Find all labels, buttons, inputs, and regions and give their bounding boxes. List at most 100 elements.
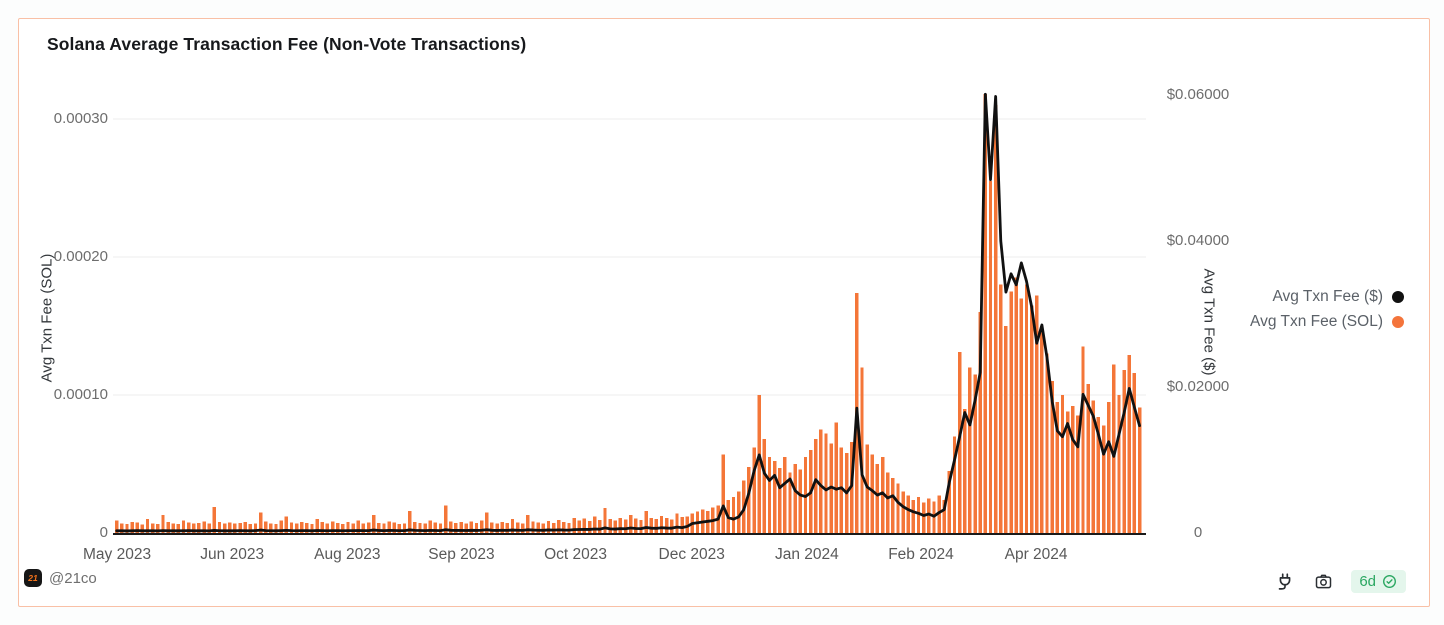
bar-sol[interactable]: [999, 284, 1003, 533]
bar-sol[interactable]: [562, 521, 566, 533]
bar-sol[interactable]: [546, 520, 551, 533]
bar-sol[interactable]: [1096, 417, 1101, 533]
bar-sol[interactable]: [500, 521, 504, 533]
bar-sol[interactable]: [428, 520, 432, 533]
bar-sol[interactable]: [834, 422, 838, 533]
bar-sol[interactable]: [217, 521, 222, 533]
bar-sol[interactable]: [474, 522, 479, 533]
bar-sol[interactable]: [988, 181, 993, 533]
bar-sol[interactable]: [253, 523, 258, 533]
bar-sol[interactable]: [886, 472, 890, 533]
bar-sol[interactable]: [228, 522, 232, 533]
bar-sol[interactable]: [536, 522, 540, 533]
bar-sol[interactable]: [392, 522, 396, 533]
bar-sol[interactable]: [593, 516, 597, 533]
bar-sol[interactable]: [521, 523, 525, 533]
bar-sol[interactable]: [629, 515, 633, 533]
bar-sol[interactable]: [557, 519, 561, 533]
bar-sol[interactable]: [356, 520, 360, 533]
bar-sol[interactable]: [973, 374, 977, 533]
bar-sol[interactable]: [377, 523, 381, 533]
bar-sol[interactable]: [274, 524, 278, 533]
bar-sol[interactable]: [438, 523, 443, 533]
bar-sol[interactable]: [510, 519, 515, 533]
bar-sol[interactable]: [186, 522, 191, 533]
bar-sol[interactable]: [320, 522, 324, 533]
bar-sol[interactable]: [921, 502, 926, 533]
bar-sol[interactable]: [1076, 415, 1080, 533]
bar-sol[interactable]: [880, 457, 885, 533]
bar-sol[interactable]: [896, 483, 900, 533]
bar-sol[interactable]: [258, 512, 263, 533]
bar-sol[interactable]: [140, 524, 145, 533]
bar-sol[interactable]: [577, 520, 581, 533]
bar-sol[interactable]: [911, 499, 916, 533]
bar-sol[interactable]: [978, 312, 982, 533]
bar-sol[interactable]: [454, 523, 458, 533]
bar-sol[interactable]: [721, 454, 725, 533]
bar-sol[interactable]: [757, 395, 761, 533]
bar-sol[interactable]: [952, 436, 957, 533]
bar-sol[interactable]: [762, 439, 767, 533]
bar-sol[interactable]: [783, 457, 787, 533]
bar-sol[interactable]: [778, 468, 782, 533]
bar-sol[interactable]: [567, 522, 571, 533]
bar-sol[interactable]: [294, 523, 299, 533]
bar-sol[interactable]: [1101, 425, 1106, 533]
bar-sol[interactable]: [366, 522, 371, 533]
bar-sol[interactable]: [1004, 326, 1008, 533]
bar-sol[interactable]: [264, 521, 268, 533]
bar-sol[interactable]: [310, 524, 314, 533]
freshness-badge[interactable]: 6d: [1351, 570, 1406, 593]
bar-sol[interactable]: [248, 524, 253, 533]
bar-sol[interactable]: [464, 523, 468, 533]
bar-sol[interactable]: [433, 522, 438, 533]
bar-sol[interactable]: [1045, 353, 1049, 533]
bar-sol[interactable]: [927, 498, 931, 534]
bar-sol[interactable]: [361, 523, 366, 533]
bar-sol[interactable]: [551, 522, 556, 533]
bar-sol[interactable]: [670, 519, 674, 533]
bar-sol[interactable]: [963, 408, 967, 533]
bar-sol[interactable]: [587, 520, 592, 533]
bar-sol[interactable]: [598, 519, 602, 533]
bar-sol[interactable]: [459, 522, 463, 533]
bar-sol[interactable]: [207, 523, 211, 533]
bar-sol[interactable]: [1086, 383, 1090, 533]
bar-sol[interactable]: [839, 447, 844, 533]
bar-sol[interactable]: [654, 519, 659, 533]
bar-sol[interactable]: [279, 520, 283, 533]
bar-sol[interactable]: [1081, 346, 1085, 533]
bar-sol[interactable]: [145, 519, 150, 533]
bar-sol[interactable]: [305, 523, 309, 533]
bar-sol[interactable]: [659, 515, 664, 533]
bar-sol[interactable]: [731, 497, 736, 533]
bar-sol[interactable]: [289, 522, 294, 533]
bar-sol[interactable]: [243, 521, 247, 533]
bar-sol[interactable]: [747, 466, 751, 533]
bar-sol[interactable]: [372, 515, 376, 533]
bar-sol[interactable]: [449, 521, 453, 533]
bar-sol[interactable]: [1065, 411, 1070, 533]
bar-sol[interactable]: [901, 491, 905, 533]
bar-sol[interactable]: [767, 457, 772, 533]
bar-sol[interactable]: [120, 523, 124, 533]
bar-sol[interactable]: [1127, 354, 1131, 533]
bar-sol[interactable]: [680, 517, 684, 533]
bar-sol[interactable]: [675, 513, 679, 533]
bar-sol[interactable]: [233, 523, 237, 533]
bar-sol[interactable]: [505, 523, 510, 533]
bar-sol[interactable]: [413, 521, 417, 533]
bar-sol[interactable]: [407, 510, 412, 533]
bar-sol[interactable]: [135, 522, 139, 533]
bar-sol[interactable]: [351, 523, 355, 533]
bar-sol[interactable]: [125, 524, 129, 533]
bar-sol[interactable]: [891, 477, 895, 533]
legend-item-sol[interactable]: Avg Txn Fee (SOL): [1250, 313, 1404, 331]
bar-sol[interactable]: [819, 429, 823, 534]
bar-sol[interactable]: [479, 520, 484, 533]
bar-sol[interactable]: [336, 522, 340, 533]
bar-sol[interactable]: [752, 447, 756, 533]
bar-sol[interactable]: [269, 523, 273, 533]
bar-sol[interactable]: [736, 491, 741, 533]
